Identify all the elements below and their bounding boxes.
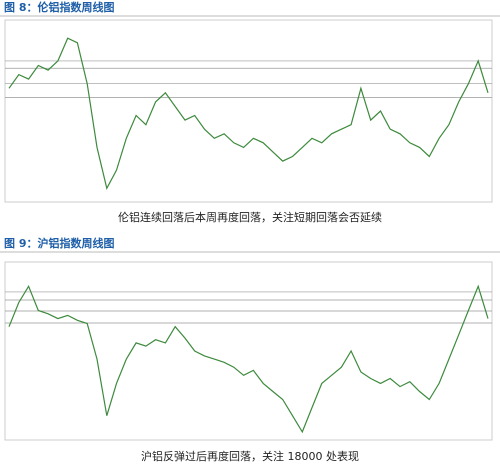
figure-title: 图 8：伦铝指数周线图 <box>4 0 114 14</box>
figure-caption: 伦铝连续回落后本周再度回落，关注短期回落会否延续 <box>118 210 382 224</box>
figure-title: 图 9：沪铝指数周线图 <box>4 236 114 250</box>
chart-frame <box>4 19 493 203</box>
price-line <box>8 37 489 190</box>
figure-caption: 沪铝反弹过后再度回落，关注 18000 处表现 <box>141 449 359 463</box>
chart-frame <box>4 261 493 441</box>
price-line <box>8 284 489 434</box>
